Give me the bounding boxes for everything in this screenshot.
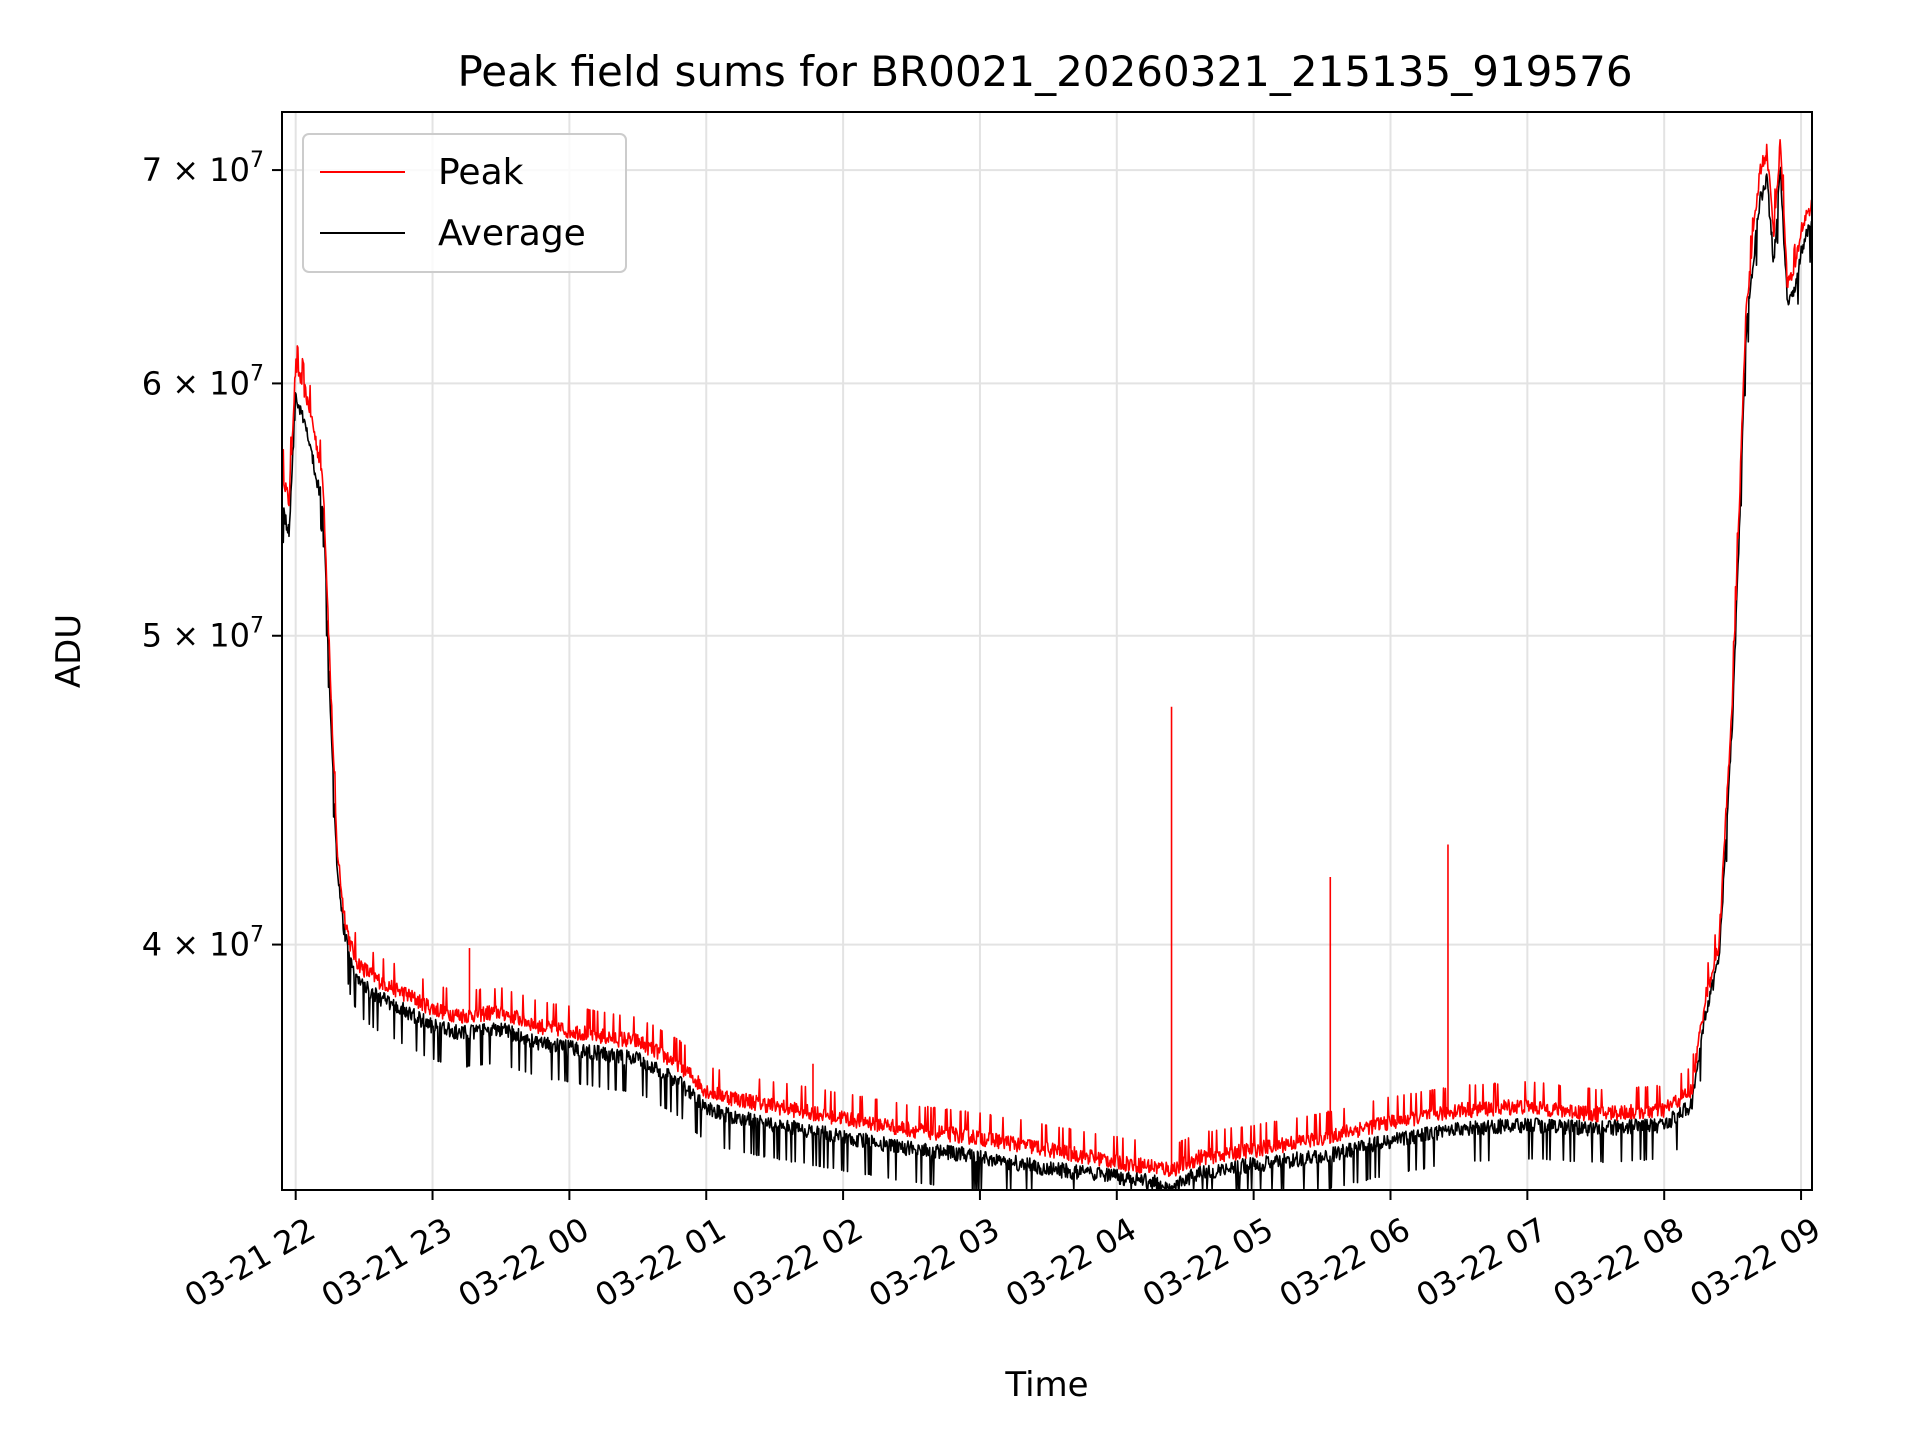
y-axis-label: ADU [49,614,89,688]
legend-average-label: Average [438,213,586,254]
y-tick-label: 5 × 107 [142,614,264,655]
plot-frame [281,111,1813,1191]
y-tick-label: 7 × 107 [142,148,264,189]
y-tick-label: 4 × 107 [142,923,264,964]
series-line-peak [281,139,1813,1178]
legend: Peak Average [302,133,627,273]
series-line-average [281,166,1813,1191]
y-axis: 4 × 107 5 × 107 6 × 107 7 × 107 [142,148,282,964]
x-axis-label: Time [1004,1365,1088,1405]
legend-peak-label: Peak [438,152,524,193]
y-tick-label: 6 × 107 [142,361,264,402]
legend-box [302,133,627,273]
series-layer [281,139,1813,1191]
chart-title: Peak field sums for BR0021_20260321_2151… [457,47,1632,96]
